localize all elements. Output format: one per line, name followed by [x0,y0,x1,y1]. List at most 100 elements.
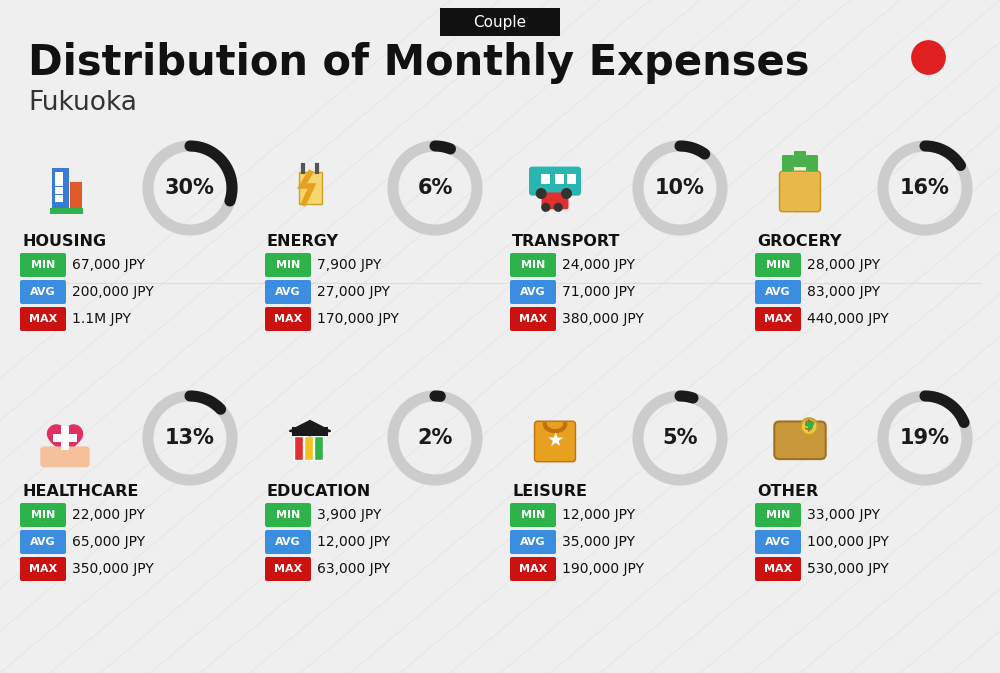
FancyBboxPatch shape [755,557,801,581]
FancyBboxPatch shape [304,436,313,460]
Text: AVG: AVG [275,287,301,297]
FancyBboxPatch shape [20,530,66,554]
Polygon shape [289,421,331,435]
Text: AVG: AVG [275,537,301,547]
Text: MAX: MAX [274,564,302,574]
Text: 67,000 JPY: 67,000 JPY [72,258,145,272]
FancyBboxPatch shape [55,179,60,186]
Text: 12,000 JPY: 12,000 JPY [317,535,390,549]
Text: 22,000 JPY: 22,000 JPY [72,508,145,522]
FancyBboxPatch shape [755,280,801,304]
FancyBboxPatch shape [58,179,63,186]
Text: Distribution of Monthly Expenses: Distribution of Monthly Expenses [28,42,810,84]
FancyBboxPatch shape [265,280,311,304]
FancyBboxPatch shape [58,194,63,202]
FancyBboxPatch shape [542,192,568,209]
Text: GROCERY: GROCERY [757,234,842,248]
FancyBboxPatch shape [755,307,801,331]
FancyBboxPatch shape [510,280,556,304]
FancyBboxPatch shape [55,194,60,202]
FancyBboxPatch shape [292,427,328,435]
Text: HEALTHCARE: HEALTHCARE [22,483,138,499]
FancyBboxPatch shape [58,187,63,194]
FancyBboxPatch shape [20,253,66,277]
FancyBboxPatch shape [50,207,83,213]
Text: MIN: MIN [31,260,55,270]
FancyBboxPatch shape [55,187,60,194]
Text: 10%: 10% [655,178,705,198]
Text: Couple: Couple [473,15,527,30]
FancyBboxPatch shape [55,172,60,180]
FancyBboxPatch shape [70,182,82,207]
Text: 3,900 JPY: 3,900 JPY [317,508,381,522]
Text: OTHER: OTHER [757,483,818,499]
Text: 380,000 JPY: 380,000 JPY [562,312,644,326]
FancyBboxPatch shape [52,168,69,207]
Text: 28,000 JPY: 28,000 JPY [807,258,880,272]
Text: 27,000 JPY: 27,000 JPY [317,285,390,299]
FancyBboxPatch shape [294,436,303,460]
Text: MIN: MIN [276,510,300,520]
Text: 1.1M JPY: 1.1M JPY [72,312,131,326]
Text: 5%: 5% [662,428,698,448]
Circle shape [561,188,572,199]
FancyBboxPatch shape [510,530,556,554]
Text: 19%: 19% [900,428,950,448]
Text: TRANSPORT: TRANSPORT [512,234,620,248]
Text: 63,000 JPY: 63,000 JPY [317,562,390,576]
Circle shape [541,203,550,212]
Text: 530,000 JPY: 530,000 JPY [807,562,889,576]
Text: Fukuoka: Fukuoka [28,90,137,116]
Text: MIN: MIN [766,510,790,520]
Text: 35,000 JPY: 35,000 JPY [562,535,635,549]
Text: 7,900 JPY: 7,900 JPY [317,258,381,272]
FancyBboxPatch shape [265,530,311,554]
Text: 13%: 13% [165,428,215,448]
Text: 16%: 16% [900,178,950,198]
FancyBboxPatch shape [755,253,801,277]
Circle shape [536,188,547,199]
Text: 83,000 JPY: 83,000 JPY [807,285,880,299]
Text: MIN: MIN [521,260,545,270]
Text: MIN: MIN [31,510,55,520]
Text: MAX: MAX [764,314,792,324]
Text: 200,000 JPY: 200,000 JPY [72,285,154,299]
Text: 30%: 30% [165,178,215,198]
Text: MIN: MIN [521,510,545,520]
Circle shape [801,418,817,435]
FancyBboxPatch shape [265,503,311,527]
FancyBboxPatch shape [555,174,564,184]
Text: AVG: AVG [520,537,546,547]
Text: AVG: AVG [765,287,791,297]
FancyBboxPatch shape [53,434,77,442]
FancyBboxPatch shape [20,280,66,304]
FancyBboxPatch shape [782,155,794,171]
Text: 24,000 JPY: 24,000 JPY [562,258,635,272]
FancyBboxPatch shape [265,253,311,277]
FancyBboxPatch shape [794,151,806,167]
Text: ENERGY: ENERGY [267,234,339,248]
Text: ★: ★ [546,431,564,450]
Text: 33,000 JPY: 33,000 JPY [807,508,880,522]
FancyBboxPatch shape [510,307,556,331]
Text: MAX: MAX [519,314,547,324]
FancyBboxPatch shape [510,557,556,581]
Text: 190,000 JPY: 190,000 JPY [562,562,644,576]
FancyBboxPatch shape [20,503,66,527]
Text: AVG: AVG [765,537,791,547]
Text: 440,000 JPY: 440,000 JPY [807,312,889,326]
Text: MIN: MIN [766,260,790,270]
Text: 71,000 JPY: 71,000 JPY [562,285,635,299]
Text: EDUCATION: EDUCATION [267,483,371,499]
Text: MIN: MIN [276,260,300,270]
FancyBboxPatch shape [314,436,323,460]
Polygon shape [48,425,82,456]
FancyBboxPatch shape [58,172,63,180]
Text: MAX: MAX [29,314,57,324]
Text: 2%: 2% [417,428,453,448]
FancyBboxPatch shape [40,446,90,467]
Circle shape [554,203,563,212]
FancyBboxPatch shape [20,307,66,331]
Text: MAX: MAX [274,314,302,324]
Text: 350,000 JPY: 350,000 JPY [72,562,154,576]
